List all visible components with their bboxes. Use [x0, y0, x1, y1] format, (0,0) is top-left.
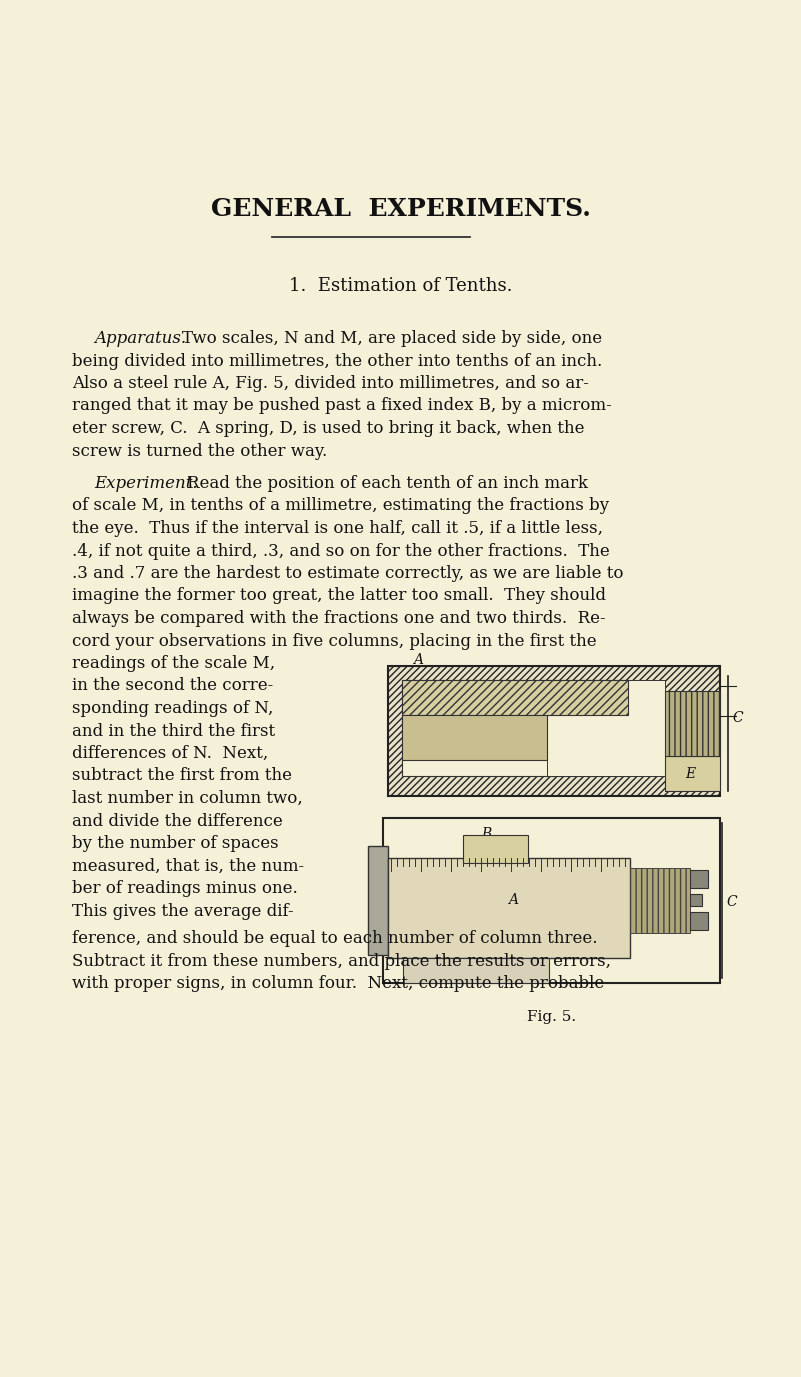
Text: Two scales, N and M, are placed side by side, one: Two scales, N and M, are placed side by … — [182, 330, 602, 347]
Bar — [630, 868, 690, 932]
Text: cord your observations in five columns, placing in the first the: cord your observations in five columns, … — [72, 632, 597, 650]
Text: and divide the difference: and divide the difference — [72, 812, 283, 829]
Text: D: D — [478, 687, 489, 701]
Bar — [690, 894, 702, 906]
Bar — [690, 870, 708, 888]
Text: differences of N.  Next,: differences of N. Next, — [72, 745, 268, 761]
Text: A: A — [413, 653, 423, 666]
Text: measured, that is, the num-: measured, that is, the num- — [72, 858, 304, 874]
Text: always be compared with the fractions one and two thirds.  Re-: always be compared with the fractions on… — [72, 610, 606, 627]
Text: ference, and should be equal to each number of column three.: ference, and should be equal to each num… — [72, 929, 598, 947]
Text: A: A — [508, 892, 518, 906]
Text: screw is turned the other way.: screw is turned the other way. — [72, 442, 328, 460]
Bar — [690, 912, 708, 929]
Text: B: B — [481, 828, 491, 841]
Text: GENERAL  EXPERIMENTS.: GENERAL EXPERIMENTS. — [211, 197, 590, 220]
Text: with proper signs, in column four.  Next, compute the probable: with proper signs, in column four. Next,… — [72, 975, 604, 991]
Text: ber of readings minus one.: ber of readings minus one. — [72, 880, 298, 896]
Text: readings of the scale M,: readings of the scale M, — [72, 655, 275, 672]
Text: Subtract it from these numbers, and place the results or errors,: Subtract it from these numbers, and plac… — [72, 953, 611, 969]
Text: the eye.  Thus if the interval is one half, call it .5, if a little less,: the eye. Thus if the interval is one hal… — [72, 521, 603, 537]
Text: eter screw, C.  A spring, D, is used to bring it back, when the: eter screw, C. A spring, D, is used to b… — [72, 420, 585, 437]
Text: being divided into millimetres, the other into tenths of an inch.: being divided into millimetres, the othe… — [72, 353, 602, 369]
Bar — [463, 834, 528, 862]
Bar — [388, 665, 720, 796]
Bar — [403, 957, 549, 983]
Text: ranged that it may be pushed past a fixed index B, by a microm-: ranged that it may be pushed past a fixe… — [72, 398, 612, 414]
Bar — [547, 679, 665, 775]
Text: C: C — [726, 895, 737, 909]
Text: imagine the former too great, the latter too small.  They should: imagine the former too great, the latter… — [72, 588, 606, 605]
Text: Also a steel rule A, Fig. 5, divided into millimetres, and so ar-: Also a steel rule A, Fig. 5, divided int… — [72, 375, 589, 392]
Text: E: E — [685, 767, 695, 782]
Text: Experiment.: Experiment. — [94, 475, 198, 492]
Text: and in the third the first: and in the third the first — [72, 723, 275, 739]
Text: by the number of spaces: by the number of spaces — [72, 834, 279, 852]
Bar — [402, 715, 547, 760]
Bar — [368, 845, 388, 954]
Bar — [402, 679, 628, 715]
Text: C: C — [732, 711, 743, 724]
Text: sponding readings of N,: sponding readings of N, — [72, 700, 273, 717]
Text: Fig. 5.: Fig. 5. — [527, 1011, 576, 1024]
Text: .4, if not quite a third, .3, and so on for the other fractions.  The: .4, if not quite a third, .3, and so on … — [72, 543, 610, 559]
Text: last number in column two,: last number in column two, — [72, 790, 303, 807]
Bar — [402, 679, 628, 775]
Bar — [665, 690, 720, 756]
Text: Read the position of each tenth of an inch mark: Read the position of each tenth of an in… — [187, 475, 588, 492]
Bar — [388, 858, 630, 957]
Text: 1.  Estimation of Tenths.: 1. Estimation of Tenths. — [288, 277, 513, 295]
Text: in the second the corre-: in the second the corre- — [72, 677, 273, 694]
Bar — [665, 756, 720, 790]
Text: This gives the average dif-: This gives the average dif- — [72, 902, 294, 920]
Text: .3 and .7 are the hardest to estimate correctly, as we are liable to: .3 and .7 are the hardest to estimate co… — [72, 565, 623, 582]
Text: subtract the first from the: subtract the first from the — [72, 767, 292, 785]
Bar — [383, 818, 720, 983]
Text: Apparatus.: Apparatus. — [94, 330, 186, 347]
Text: of scale M, in tenths of a millimetre, estimating the fractions by: of scale M, in tenths of a millimetre, e… — [72, 497, 609, 515]
